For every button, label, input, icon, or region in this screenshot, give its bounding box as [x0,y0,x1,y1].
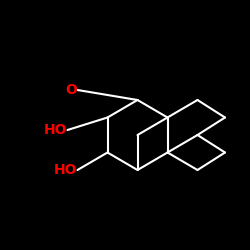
Text: HO: HO [44,123,68,137]
Text: O: O [66,83,78,97]
Text: HO: HO [54,163,78,177]
